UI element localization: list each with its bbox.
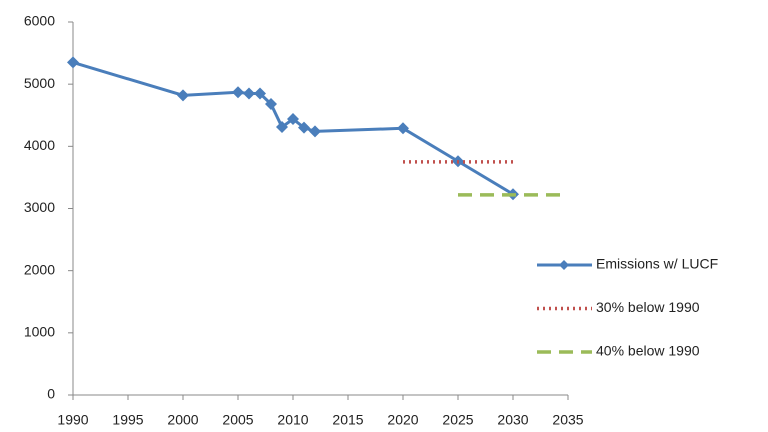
legend-label: 40% below 1990 [596,343,700,359]
legend-label: 30% below 1990 [596,299,700,315]
marker [298,121,310,134]
x-tick-label: 2005 [222,412,253,428]
x-tick-label: 2030 [497,412,528,428]
marker [67,56,79,69]
marker [397,122,409,135]
x-tick-label: 1990 [57,412,88,428]
marker [254,87,266,100]
marker [265,98,277,111]
x-tick-label: 1995 [112,412,143,428]
y-tick-label: 5000 [24,75,55,91]
marker [177,89,189,102]
marker [243,87,255,100]
marker [309,125,321,138]
marker [232,86,244,99]
y-tick-label: 3000 [24,199,55,215]
series-line [72,60,514,196]
marker [276,121,288,134]
x-tick-label: 2015 [332,412,363,428]
x-tick-label: 2000 [167,412,198,428]
y-tick-label: 1000 [24,324,55,340]
legend-label: Emissions w/ LUCF [596,256,718,272]
y-tick-label: 2000 [24,261,55,277]
y-tick-label: 6000 [24,13,55,29]
legend-marker [559,260,569,270]
x-tick-label: 2035 [552,412,583,428]
x-tick-label: 2025 [442,412,473,428]
x-tick-label: 2020 [387,412,418,428]
x-tick-label: 2010 [277,412,308,428]
marker [287,112,299,125]
y-tick-label: 0 [47,386,55,402]
y-tick-label: 4000 [24,137,55,153]
